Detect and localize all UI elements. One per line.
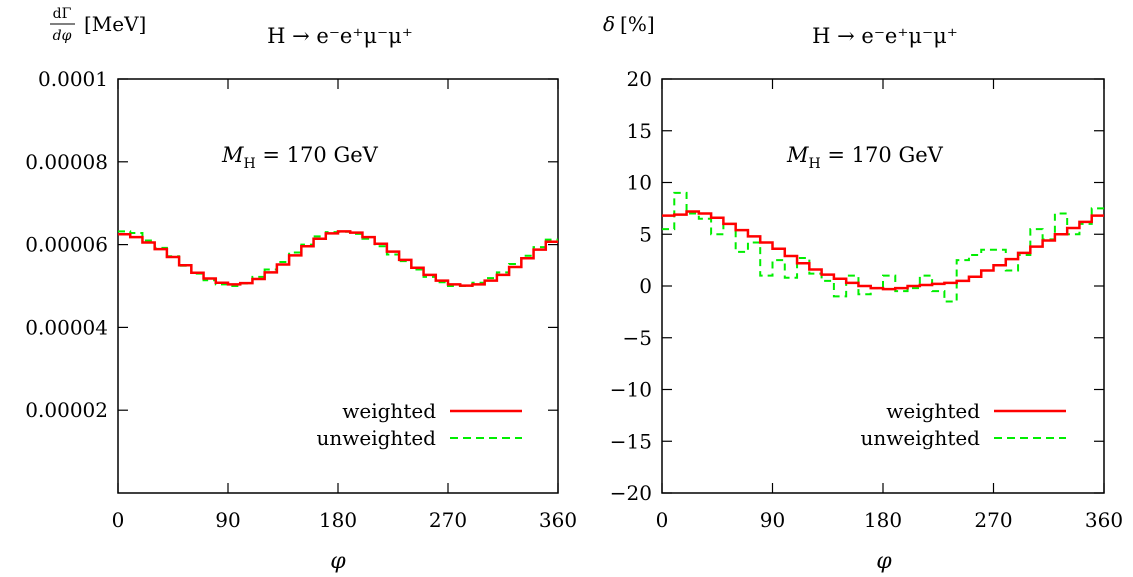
left-ytick-label: 0.00008 xyxy=(25,150,108,174)
left-xtick-label: 360 xyxy=(539,508,577,532)
right-ytick-label: 15 xyxy=(627,119,652,143)
right-chart: δ [%] H → e⁻e⁺μ⁻μ⁺ −20 −15 −10 −5 0 5 10 15 20 0 9… xyxy=(603,12,1123,574)
right-ylabel: δ [%] xyxy=(603,12,655,36)
right-ytick-label: −5 xyxy=(623,326,652,350)
left-legend-label-unweighted: unweighted xyxy=(317,426,437,450)
left-ylabel-denominator: dφ xyxy=(53,28,72,44)
right-ytick-label: −15 xyxy=(610,429,652,453)
right-ytick-label: −10 xyxy=(610,378,652,402)
left-legend-label-weighted: weighted xyxy=(342,399,436,423)
right-chart-title: H → e⁻e⁺μ⁻μ⁺ xyxy=(812,24,958,48)
right-xtick-label: 360 xyxy=(1085,508,1123,532)
left-xtick-label: 0 xyxy=(112,508,125,532)
left-ytick-label: 0.00006 xyxy=(25,233,108,257)
left-ytick-label: 0.00004 xyxy=(25,315,108,339)
left-xtick-label: 180 xyxy=(319,508,357,532)
right-ytick-label: 5 xyxy=(639,222,652,246)
left-series-unweighted xyxy=(118,230,558,287)
left-ytick-label: 0.0001 xyxy=(38,67,108,91)
left-ytick-label: 0.00002 xyxy=(25,398,108,422)
right-xlabel: φ xyxy=(876,549,892,574)
right-legend-label-unweighted: unweighted xyxy=(861,426,981,450)
right-xtick-label: 270 xyxy=(974,508,1012,532)
left-xlabel: φ xyxy=(330,549,346,574)
right-mass-annotation: MH = 170 GeV xyxy=(786,143,944,172)
right-xtick-label: 90 xyxy=(760,508,785,532)
right-ytick-label: 20 xyxy=(627,67,652,91)
left-chart-title: H → e⁻e⁺μ⁻μ⁺ xyxy=(267,24,413,48)
right-series-weighted xyxy=(662,210,1104,291)
right-legend-label-weighted: weighted xyxy=(886,399,980,423)
right-ytick-label: 10 xyxy=(627,171,652,195)
left-ylabel-unit: [MeV] xyxy=(84,12,146,36)
left-xtick-label: 270 xyxy=(429,508,467,532)
right-xtick-label: 180 xyxy=(864,508,902,532)
right-xtick-label: 0 xyxy=(656,508,669,532)
right-legend: weighted unweighted xyxy=(861,399,1066,450)
left-series-weighted xyxy=(118,230,558,287)
left-mass-annotation: MH = 170 GeV xyxy=(221,143,379,172)
left-legend: weighted unweighted xyxy=(317,399,522,450)
left-chart: dΓ dφ [MeV] H → e⁻e⁺μ⁻μ⁺ 0.00002 0.00004 0… xyxy=(25,6,577,574)
left-ylabel-numerator: dΓ xyxy=(53,6,72,22)
right-ytick-label: 0 xyxy=(639,274,652,298)
right-ytick-label: −20 xyxy=(610,481,652,505)
left-xtick-label: 90 xyxy=(215,508,240,532)
